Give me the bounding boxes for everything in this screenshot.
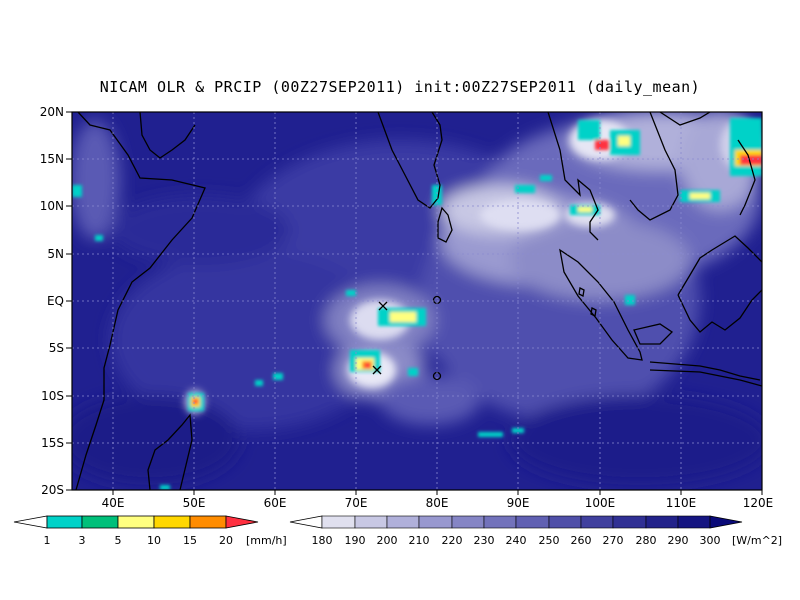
lon-tick-label: 90E bbox=[507, 496, 530, 510]
olr-cb-label: 190 bbox=[345, 534, 366, 547]
plot-title: NICAM OLR & PRCIP (00Z27SEP2011) init:00… bbox=[99, 78, 701, 96]
precip-cb-swatch bbox=[189, 515, 227, 529]
lat-tick-label: 15S bbox=[41, 436, 64, 450]
lon-tick-label: 40E bbox=[102, 496, 125, 510]
lat-tick-label: 5S bbox=[49, 341, 64, 355]
precip-cb-unit: [mm/h] bbox=[246, 534, 287, 547]
olr-field bbox=[72, 112, 762, 490]
lat-tick-label: 10S bbox=[41, 389, 64, 403]
graticule bbox=[72, 112, 762, 490]
olr-cb-label: 280 bbox=[636, 534, 657, 547]
lon-tick-label: 50E bbox=[183, 496, 206, 510]
precip-cb-high-arrow bbox=[225, 515, 259, 529]
lat-tick-label: 10N bbox=[40, 199, 64, 213]
olr-cb-label: 260 bbox=[571, 534, 592, 547]
lon-tick-label: 70E bbox=[345, 496, 368, 510]
lon-tick-label: 120E bbox=[743, 496, 774, 510]
olr-cb-swatch bbox=[451, 515, 485, 529]
olr-cb-swatch bbox=[354, 515, 388, 529]
precip-cb-swatch bbox=[153, 515, 191, 529]
olr-cb-swatch bbox=[386, 515, 420, 529]
precip-cb-swatch bbox=[46, 515, 83, 529]
lon-tick-label: 100E bbox=[585, 496, 616, 510]
precip-cb-label: 1 bbox=[44, 534, 51, 547]
olr-cb-label: 270 bbox=[603, 534, 624, 547]
olr-cb-swatch bbox=[580, 515, 614, 529]
precip-colorbar: 1 3 5 10 15 20 [mm/h] bbox=[13, 515, 287, 547]
precip-cb-low-arrow bbox=[13, 515, 48, 529]
precip-cb-label: 15 bbox=[183, 534, 197, 547]
olr-cb-swatch bbox=[483, 515, 517, 529]
lon-tick-label: 80E bbox=[426, 496, 449, 510]
olr-cb-swatch bbox=[321, 515, 356, 529]
olr-cb-unit: [W/m^2] bbox=[732, 534, 782, 547]
olr-cb-label: 240 bbox=[506, 534, 527, 547]
olr-cb-label: 180 bbox=[312, 534, 333, 547]
olr-cb-high-arrow bbox=[709, 515, 743, 529]
precip-cb-label: 20 bbox=[219, 534, 233, 547]
olr-cb-swatch bbox=[645, 515, 679, 529]
olr-colorbar: 180 190 200 210 220 230 240 250 260 270 … bbox=[289, 515, 782, 547]
olr-cb-swatch bbox=[418, 515, 453, 529]
olr-cb-swatch bbox=[612, 515, 647, 529]
olr-cb-swatch bbox=[548, 515, 582, 529]
lat-tick-label: 5N bbox=[47, 247, 64, 261]
cross-marker-2 bbox=[372, 365, 382, 375]
lon-tick-label: 60E bbox=[264, 496, 287, 510]
olr-cb-label: 300 bbox=[700, 534, 721, 547]
precip-cb-label: 3 bbox=[79, 534, 86, 547]
lon-tick-label: 110E bbox=[666, 496, 697, 510]
precip-cb-swatch bbox=[117, 515, 155, 529]
olr-cb-label: 230 bbox=[474, 534, 495, 547]
olr-cb-low-arrow bbox=[289, 515, 323, 529]
lat-tick-label: 15N bbox=[40, 152, 64, 166]
olr-cb-swatch bbox=[515, 515, 550, 529]
coastlines bbox=[75, 112, 762, 490]
olr-cb-label: 290 bbox=[668, 534, 689, 547]
precip-cb-label: 10 bbox=[147, 534, 161, 547]
cross-marker-1 bbox=[378, 301, 388, 311]
olr-cb-label: 210 bbox=[409, 534, 430, 547]
olr-cb-swatch bbox=[677, 515, 711, 529]
lat-tick-label: 20S bbox=[41, 483, 64, 497]
olr-cb-label: 200 bbox=[377, 534, 398, 547]
lat-tick-label: EQ bbox=[47, 294, 64, 308]
olr-cb-label: 220 bbox=[442, 534, 463, 547]
olr-cb-label: 250 bbox=[539, 534, 560, 547]
precip-cb-swatch bbox=[81, 515, 119, 529]
lat-tick-label: 20N bbox=[40, 105, 64, 119]
precip-cb-label: 5 bbox=[115, 534, 122, 547]
